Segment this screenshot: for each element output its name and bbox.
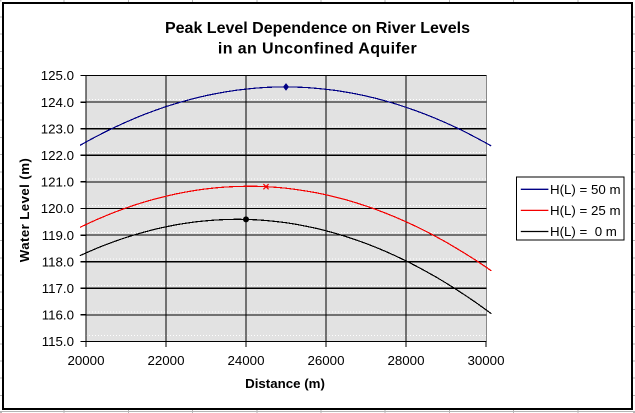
svg-text:H(L) = 25 m: H(L) = 25 m: [550, 203, 621, 218]
svg-text:22000: 22000: [148, 353, 185, 368]
svg-text:Distance (m): Distance (m): [245, 376, 325, 391]
svg-text:in an Unconfined Aquifer: in an Unconfined Aquifer: [218, 41, 417, 58]
svg-text:117.0: 117.0: [42, 281, 74, 296]
svg-text:122.0: 122.0: [41, 148, 74, 163]
svg-text:123.0: 123.0: [41, 121, 74, 136]
svg-text:28000: 28000: [388, 353, 425, 368]
svg-text:H(L) = 50 m: H(L) = 50 m: [550, 182, 621, 197]
svg-text:26000: 26000: [308, 353, 345, 368]
svg-text:125.0: 125.0: [41, 68, 74, 83]
svg-text:118.0: 118.0: [42, 254, 74, 269]
svg-text:Peak Level Dependence on River: Peak Level Dependence on River Levels: [165, 20, 470, 37]
svg-text:124.0: 124.0: [41, 95, 74, 110]
svg-text:120.0: 120.0: [41, 201, 74, 216]
svg-text:20000: 20000: [68, 353, 105, 368]
svg-text:30000: 30000: [468, 353, 505, 368]
svg-text:121.0: 121.0: [41, 175, 74, 190]
svg-text:24000: 24000: [228, 353, 265, 368]
svg-text:115.0: 115.0: [42, 334, 74, 349]
svg-text:Water Level (m): Water Level (m): [17, 158, 32, 263]
svg-text:119.0: 119.0: [42, 228, 74, 243]
svg-text:116.0: 116.0: [42, 308, 74, 323]
svg-text:H(L) = 0 m: H(L) = 0 m: [550, 224, 617, 239]
